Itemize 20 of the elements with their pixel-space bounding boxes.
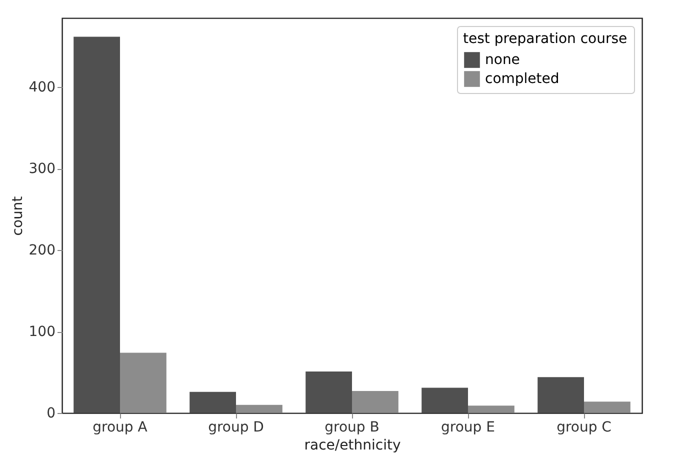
- y-tick-label: 300: [28, 161, 56, 178]
- bar: [538, 377, 584, 413]
- x-tick-label: group E: [441, 420, 495, 436]
- x-tick-label: group C: [556, 420, 612, 436]
- x-tick-label: group B: [324, 420, 380, 436]
- bar: [306, 371, 352, 413]
- x-axis-title: race/ethnicity: [304, 438, 401, 454]
- y-tick-label: 0: [46, 406, 56, 422]
- legend-label: none: [485, 52, 520, 68]
- x-tick-label: group A: [92, 420, 148, 436]
- bar: [422, 388, 468, 413]
- bar: [74, 36, 120, 413]
- bar: [190, 392, 236, 413]
- legend-title: test preparation course: [463, 31, 628, 47]
- x-tick-label: group D: [208, 420, 264, 436]
- y-axis-title: count: [10, 196, 26, 236]
- y-tick-label: 100: [28, 324, 56, 340]
- y-tick-label: 200: [28, 242, 56, 259]
- y-tick-label: 400: [28, 80, 56, 96]
- legend-label: completed: [485, 71, 560, 87]
